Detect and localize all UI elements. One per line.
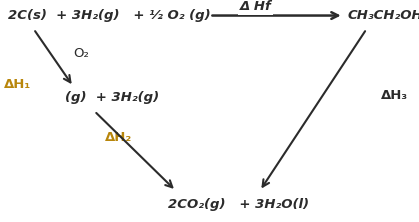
Text: ΔH₁: ΔH₁ (4, 78, 31, 91)
Text: 2C(s)  + 3H₂(g)   + ½ O₂ (g): 2C(s) + 3H₂(g) + ½ O₂ (g) (8, 9, 211, 22)
Text: 2CO₂(g)   + 3H₂O(l): 2CO₂(g) + 3H₂O(l) (168, 198, 309, 211)
Text: O₂: O₂ (73, 47, 89, 60)
Text: CH₃CH₂OH(l): CH₃CH₂OH(l) (348, 9, 419, 22)
Text: ΔH₂: ΔH₂ (105, 131, 132, 144)
Text: Δ Hf: Δ Hf (240, 0, 272, 13)
Text: ΔH₃: ΔH₃ (381, 89, 409, 102)
Text: (g)  + 3H₂(g): (g) + 3H₂(g) (65, 91, 159, 104)
